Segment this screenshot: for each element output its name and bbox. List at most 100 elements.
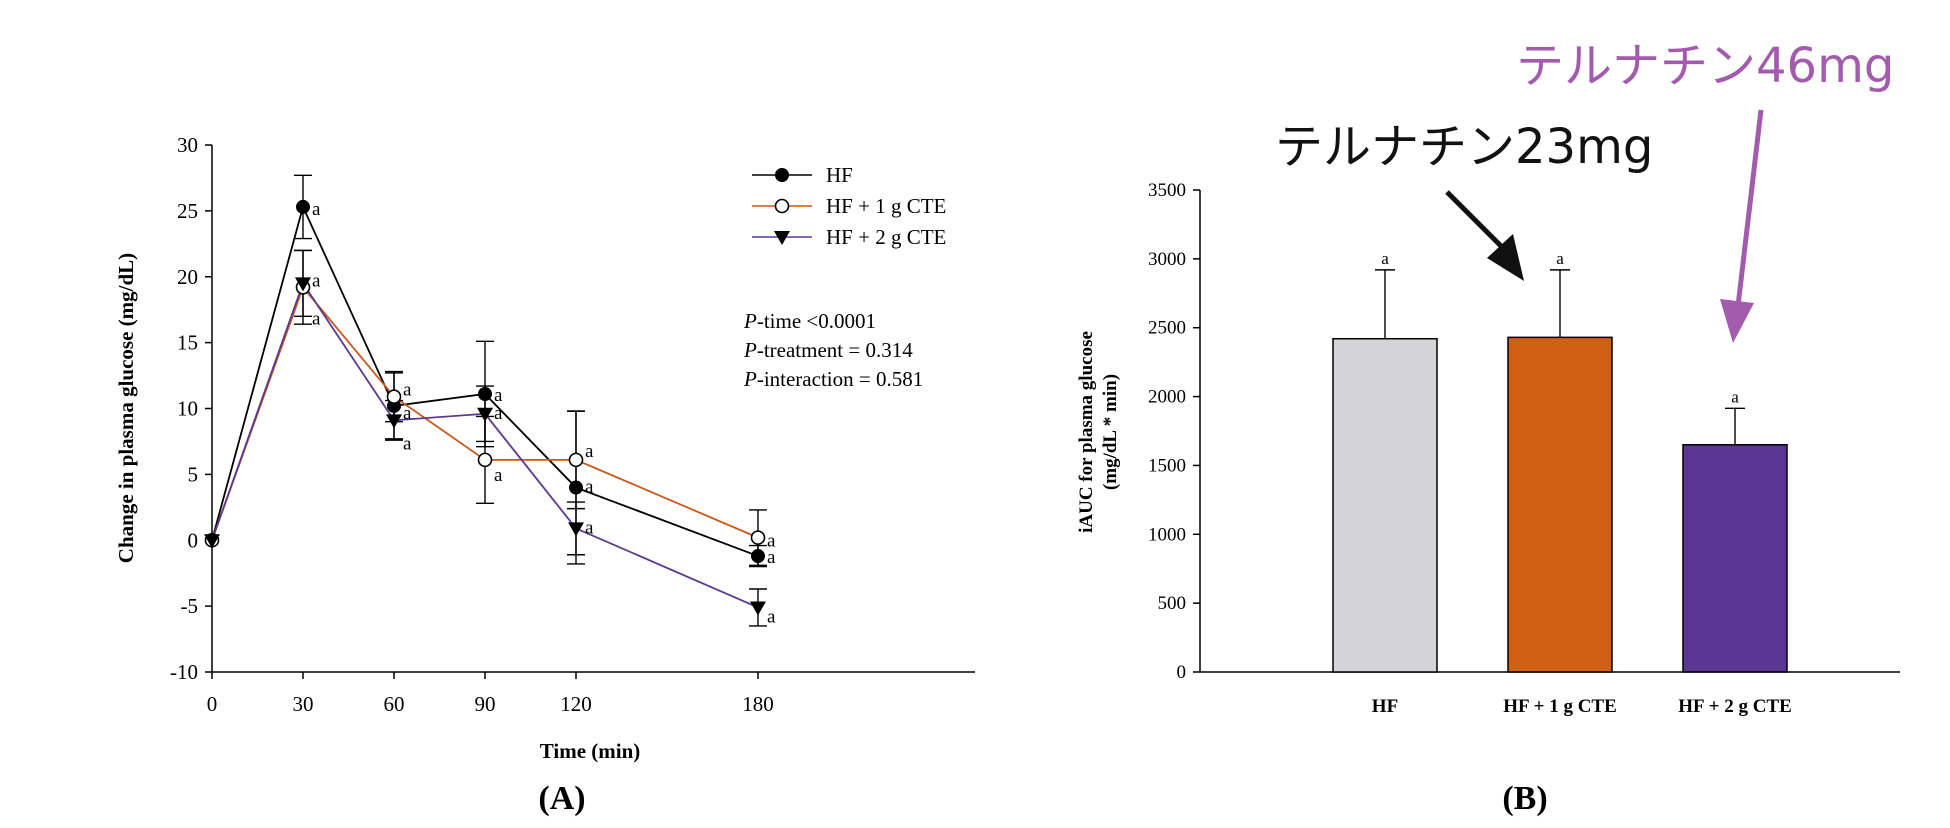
series-markers (204, 199, 766, 616)
significance-letter-hf-2-g-cte: a (1731, 387, 1739, 406)
stats-block: P-time <0.0001 P-treatment = 0.314 P-int… (743, 309, 923, 391)
x-tick-label: 90 (474, 692, 495, 716)
y-tick-label: -10 (170, 660, 198, 684)
data-point-hf-2-g-cte (385, 414, 402, 429)
category-label-hf: HF (1372, 696, 1398, 717)
y-tick-label: 20 (177, 265, 198, 289)
significance-letter: a (767, 531, 776, 552)
bar-hf-2-g-cte (1682, 444, 1788, 673)
significance-letters-b: a a a (1381, 249, 1739, 406)
significance-letter-hf: a (1381, 249, 1389, 268)
bars (1332, 336, 1788, 673)
data-point-hf-1-g-cte (568, 452, 584, 468)
annotation-23mg: テルナチン23mg (1275, 119, 1653, 281)
significance-letter: a (585, 441, 594, 462)
significance-letter: a (585, 517, 594, 538)
stat-time: P-time <0.0001 (743, 309, 876, 333)
arrow-head-46mg (1720, 299, 1754, 343)
panel-b-bar-chart: 0 500 1000 1500 2000 2500 3000 3500 a a a HF HF + … (1076, 180, 1900, 817)
legend-item-hf-2g-cte: HF + 2 g CTE (752, 225, 946, 249)
legend-item-hf-1g-cte: HF + 1 g CTE (752, 194, 946, 218)
stat-treatment: P-treatment = 0.314 (743, 338, 913, 362)
x-ticks: 0 30 60 90 120 180 (207, 672, 774, 716)
y-tick-label: 0 (188, 528, 199, 552)
data-point-hf (750, 549, 765, 564)
x-tick-label: 30 (292, 692, 313, 716)
legend-marker-hf (775, 168, 789, 182)
y-tick-label-b: 2500 (1148, 318, 1186, 339)
data-point-hf-2-g-cte (749, 601, 766, 616)
y-tick-label: -5 (181, 594, 199, 618)
arrow-shaft-23mg (1445, 190, 1510, 255)
significance-letter: a (494, 465, 503, 486)
significance-letter: a (312, 199, 321, 220)
significance-letter: a (403, 403, 412, 424)
significance-letter: a (494, 403, 503, 424)
y-ticks: -10 -5 0 5 10 15 20 25 30 (170, 133, 212, 684)
y-tick-label-b: 0 (1177, 662, 1187, 683)
legend: HF HF + 1 g CTE HF + 2 g CTE (752, 163, 946, 249)
data-point-hf (568, 480, 583, 495)
y-tick-label-b: 1000 (1148, 524, 1186, 545)
panel-label-a: (A) (538, 780, 585, 817)
significance-letter: a (312, 308, 321, 329)
y-axis-title: Change in plasma glucose (mg/dL) (114, 253, 138, 563)
data-point-hf (477, 387, 492, 402)
error-bars-b (1375, 269, 1745, 445)
annotation-text-23mg: テルナチン23mg (1275, 119, 1653, 175)
legend-marker-hf-1g-cte (774, 198, 790, 214)
category-labels: HF HF + 1 g CTE HF + 2 g CTE (1372, 696, 1792, 717)
annotation-46mg: テルナチン46mg (1516, 38, 1894, 343)
legend-marker-hf-2g-cte (774, 231, 790, 245)
y-tick-label: 5 (188, 462, 199, 486)
bar-hf-1-g-cte (1507, 336, 1613, 673)
significance-letter-hf-1-g-cte: a (1556, 249, 1564, 268)
error-bars (293, 174, 767, 627)
y-tick-label: 10 (177, 397, 198, 421)
y-ticks-b: 0 500 1000 1500 2000 2500 3000 3500 (1148, 180, 1200, 683)
bar-hf (1332, 337, 1438, 673)
legend-label-hf-1g-cte: HF + 1 g CTE (826, 194, 946, 218)
series-line-hf-2-g-cte (211, 281, 759, 609)
y-tick-label: 30 (177, 133, 198, 157)
data-point-hf-2-g-cte (204, 534, 220, 549)
y-tick-label: 25 (177, 199, 198, 223)
y-axis-title-b-line1: iAUC for plasma glucose (1076, 331, 1097, 533)
legend-label-hf: HF (826, 163, 853, 187)
y-tick-label-b: 500 (1158, 593, 1187, 614)
data-point-hf-1-g-cte (750, 530, 766, 545)
data-point-hf (295, 199, 310, 214)
significance-letter: a (403, 380, 412, 401)
arrow-shaft-46mg (1735, 109, 1764, 307)
data-point-hf-1-g-cte (386, 389, 402, 404)
significance-letter: a (312, 270, 321, 291)
legend-label-hf-2g-cte: HF + 2 g CTE (826, 225, 946, 249)
significance-letter: a (767, 606, 776, 627)
category-label-hf-2-g-cte: HF + 2 g CTE (1678, 696, 1792, 717)
arrow-head-23mg (1487, 234, 1524, 281)
y-tick-label-b: 3500 (1148, 180, 1186, 201)
data-point-hf-2-g-cte (476, 407, 493, 422)
series-line-hf (211, 204, 759, 557)
annotation-text-46mg: テルナチン46mg (1516, 38, 1894, 94)
data-point-hf-2-g-cte (294, 277, 311, 292)
y-tick-label-b: 1500 (1148, 455, 1186, 476)
legend-item-hf: HF (752, 163, 853, 187)
stat-interaction: P-interaction = 0.581 (743, 367, 923, 391)
x-tick-label: 0 (207, 692, 218, 716)
significance-letter: a (767, 547, 776, 568)
y-tick-label-b: 3000 (1148, 249, 1186, 270)
significance-letter: a (494, 385, 503, 406)
significance-letter: a (585, 477, 594, 498)
panel-label-b: (B) (1502, 780, 1547, 817)
y-tick-label-b: 2000 (1148, 387, 1186, 408)
category-label-hf-1-g-cte: HF + 1 g CTE (1503, 696, 1617, 717)
series-lines (211, 204, 759, 609)
x-tick-label: 120 (560, 692, 592, 716)
x-tick-label: 180 (742, 692, 774, 716)
data-point-hf-1-g-cte (477, 452, 493, 468)
y-axis-title-b-line2: (mg/dL * min) (1100, 374, 1121, 490)
